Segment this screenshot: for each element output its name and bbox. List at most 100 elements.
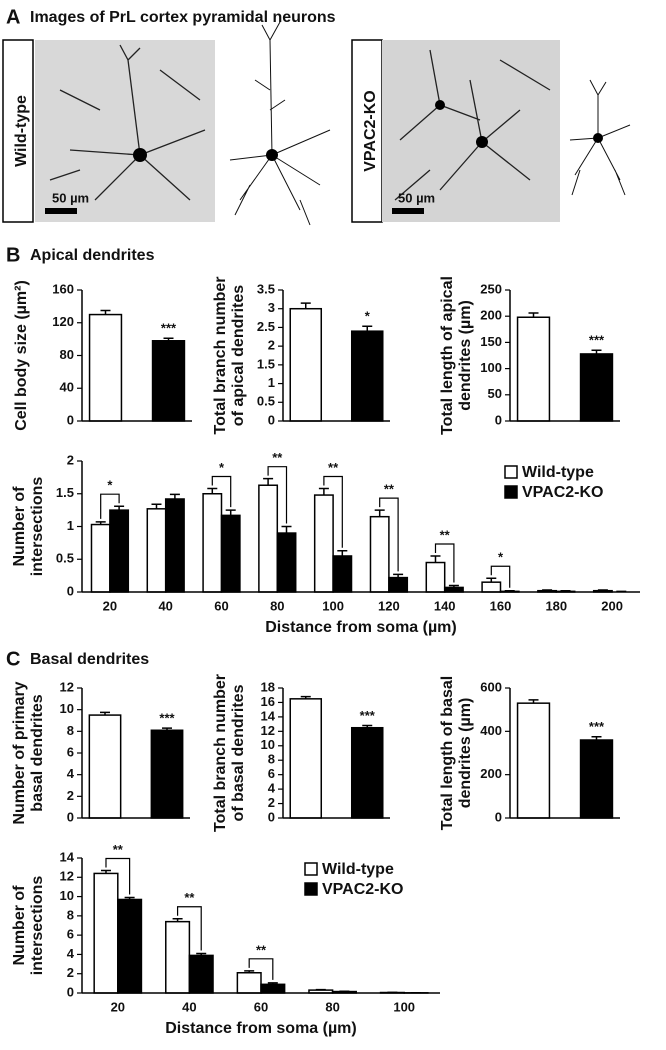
y-tick-label: 0	[67, 412, 74, 427]
error-bar	[337, 549, 348, 556]
y-tick-label: 0	[268, 809, 275, 824]
y-tick-label: 0	[67, 809, 74, 824]
error-bar	[100, 309, 111, 315]
bar	[388, 576, 409, 593]
y-tick-label: 1	[67, 518, 74, 533]
y-tick-label: 8	[67, 907, 74, 922]
error-bar	[591, 349, 602, 354]
error-bar	[591, 736, 602, 740]
legend-label: VPAC2-KO	[322, 881, 404, 898]
y-tick-label: 0	[67, 984, 74, 999]
y-tick-label: 1.5	[257, 356, 275, 371]
significance-label: **	[113, 842, 124, 857]
error-bar	[172, 918, 183, 922]
panel-title: Apical dendrites	[30, 247, 155, 264]
significance-label: ***	[360, 708, 376, 723]
bar	[579, 739, 614, 819]
legend-label: Wild-type	[322, 861, 394, 878]
error-bar	[597, 589, 608, 591]
significance-bracket	[211, 475, 232, 508]
y-tick-label: 50	[488, 386, 502, 401]
significance-label: **	[272, 450, 283, 465]
y-tick-label: 14	[60, 849, 75, 864]
error-bar	[244, 970, 255, 973]
y-tick-label: 6	[67, 744, 74, 759]
y-axis-label: Number of	[11, 486, 28, 567]
error-bar	[528, 312, 539, 318]
x-tick-label: 20	[103, 598, 117, 613]
x-tick-label: 100	[322, 598, 344, 613]
x-axis-label: Distance from soma (µm)	[265, 619, 456, 636]
y-tick-label: 2	[67, 788, 74, 803]
significance-label: ***	[589, 333, 605, 348]
y-axis-label: of basal dendrites	[230, 684, 247, 821]
y-tick-label: 3	[268, 300, 275, 315]
y-tick-label: 4	[67, 946, 75, 961]
x-tick-label: 80	[270, 598, 284, 613]
y-axis-label: Total branch number	[212, 674, 229, 832]
y-tick-label: 0.5	[257, 394, 275, 409]
bar	[220, 514, 241, 593]
error-bar	[528, 699, 539, 704]
micrograph	[382, 40, 560, 222]
error-bar	[151, 503, 162, 509]
bar	[350, 726, 384, 819]
bar	[579, 353, 614, 422]
significance-label: *	[365, 309, 371, 324]
y-axis-label: Cell body size (µm²)	[13, 280, 30, 431]
error-bar	[225, 509, 236, 516]
neuron	[49, 44, 206, 201]
scale-bar	[392, 208, 424, 214]
y-tick-label: 18	[261, 679, 275, 694]
y-tick-label: 80	[60, 347, 74, 362]
bar	[313, 494, 334, 593]
bar	[109, 509, 130, 593]
neuron	[394, 49, 551, 201]
y-axis-label: Number of	[11, 885, 28, 966]
bar	[516, 316, 551, 422]
significance-label: **	[256, 942, 267, 957]
y-axis-label: dendrites (µm)	[457, 698, 474, 809]
error-bar	[263, 477, 274, 486]
bar	[236, 972, 262, 994]
y-tick-label: 120	[52, 314, 74, 329]
y-axis-label: Total length of apical	[439, 276, 456, 435]
bar	[88, 313, 123, 422]
y-axis-label: intersections	[29, 876, 46, 976]
y-tick-label: 0.5	[56, 551, 74, 566]
micrograph	[35, 40, 215, 222]
legend-swatch	[504, 485, 518, 499]
y-tick-label: 250	[480, 281, 502, 296]
x-tick-label: 120	[378, 598, 400, 613]
y-tick-label: 2	[268, 338, 275, 353]
legend-swatch	[304, 862, 318, 876]
significance-label: *	[219, 460, 225, 475]
error-bar	[100, 711, 110, 716]
bar	[165, 920, 191, 994]
bar	[516, 702, 551, 819]
y-tick-label: 1.5	[56, 485, 74, 500]
x-tick-label: 100	[393, 999, 415, 1014]
error-bar	[267, 982, 278, 985]
error-bar	[374, 509, 385, 517]
significance-label: **	[184, 890, 195, 905]
scale-label: 50 µm	[398, 190, 435, 205]
x-axis-label: Distance from soma (µm)	[165, 1020, 356, 1037]
y-tick-label: 10	[60, 888, 74, 903]
error-bar	[114, 505, 125, 511]
legend-label: Wild-type	[522, 464, 594, 481]
significance-bracket	[248, 958, 274, 980]
significance-label: **	[328, 460, 339, 475]
error-bar	[486, 577, 497, 583]
bar	[117, 898, 143, 994]
x-tick-label: 20	[111, 999, 125, 1014]
soma	[435, 100, 445, 110]
x-tick-label: 40	[182, 999, 196, 1014]
y-tick-label: 2	[268, 795, 275, 810]
error-bar	[124, 896, 135, 900]
scale-bar	[45, 208, 77, 214]
error-bar	[163, 337, 174, 341]
y-tick-label: 2	[67, 965, 74, 980]
panel-title: Basal dendrites	[30, 651, 149, 668]
bar	[202, 493, 223, 593]
